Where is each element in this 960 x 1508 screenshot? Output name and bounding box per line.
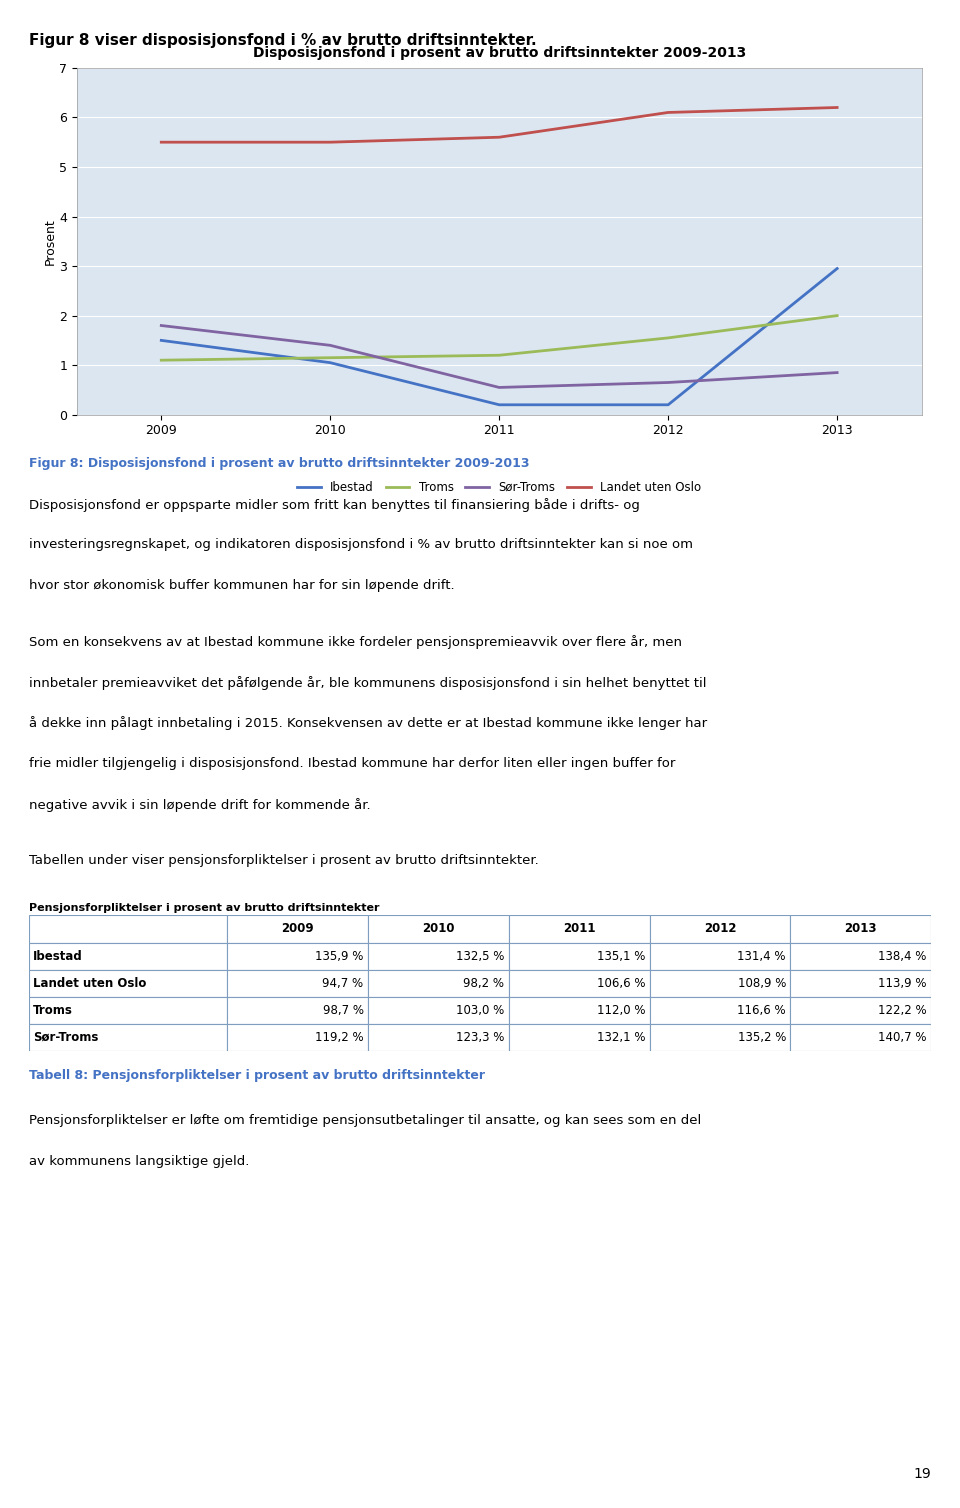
Text: Som en konsekvens av at Ibestad kommune ikke fordeler pensjonspremieavvik over f: Som en konsekvens av at Ibestad kommune … [29, 635, 682, 648]
Text: Troms: Troms [34, 1004, 73, 1016]
Text: 116,6 %: 116,6 % [737, 1004, 786, 1016]
FancyBboxPatch shape [228, 915, 368, 942]
FancyBboxPatch shape [368, 970, 509, 997]
Text: Sør-Troms: Sør-Troms [34, 1031, 99, 1044]
Text: 132,1 %: 132,1 % [596, 1031, 645, 1044]
Text: 135,9 %: 135,9 % [315, 950, 364, 962]
Text: 132,5 %: 132,5 % [456, 950, 504, 962]
Text: 2011: 2011 [563, 923, 595, 935]
FancyBboxPatch shape [790, 970, 931, 997]
Text: 112,0 %: 112,0 % [596, 1004, 645, 1016]
Text: 113,9 %: 113,9 % [878, 977, 926, 989]
Text: 106,6 %: 106,6 % [596, 977, 645, 989]
Text: investeringsregnskapet, og indikatoren disposisjonsfond i % av brutto driftsinnt: investeringsregnskapet, og indikatoren d… [29, 538, 693, 552]
FancyBboxPatch shape [650, 915, 790, 942]
Text: å dekke inn pålagt innbetaling i 2015. Konsekvensen av dette er at Ibestad kommu: å dekke inn pålagt innbetaling i 2015. K… [29, 716, 707, 730]
Text: 2010: 2010 [422, 923, 455, 935]
FancyBboxPatch shape [790, 1024, 931, 1051]
Text: Ibestad: Ibestad [34, 950, 84, 962]
FancyBboxPatch shape [790, 942, 931, 970]
Text: 2013: 2013 [845, 923, 877, 935]
FancyBboxPatch shape [29, 915, 228, 942]
Text: 98,7 %: 98,7 % [323, 1004, 364, 1016]
Text: Figur 8 viser disposisjonsfond i % av brutto driftsinntekter.: Figur 8 viser disposisjonsfond i % av br… [29, 33, 537, 48]
Text: 2009: 2009 [281, 923, 314, 935]
Text: Tabellen under viser pensjonsforpliktelser i prosent av brutto driftsinntekter.: Tabellen under viser pensjonsforpliktels… [29, 854, 539, 867]
Text: 119,2 %: 119,2 % [315, 1031, 364, 1044]
Text: 135,1 %: 135,1 % [597, 950, 645, 962]
Text: innbetaler premieavviket det påfølgende år, ble kommunens disposisjonsfond i sin: innbetaler premieavviket det påfølgende … [29, 676, 707, 689]
FancyBboxPatch shape [228, 1024, 368, 1051]
Text: Figur 8: Disposisjonsfond i prosent av brutto driftsinntekter 2009-2013: Figur 8: Disposisjonsfond i prosent av b… [29, 457, 529, 470]
FancyBboxPatch shape [790, 997, 931, 1024]
FancyBboxPatch shape [650, 997, 790, 1024]
Text: av kommunens langsiktige gjeld.: av kommunens langsiktige gjeld. [29, 1155, 250, 1169]
FancyBboxPatch shape [509, 1024, 650, 1051]
FancyBboxPatch shape [29, 970, 228, 997]
FancyBboxPatch shape [790, 915, 931, 942]
FancyBboxPatch shape [368, 1024, 509, 1051]
FancyBboxPatch shape [509, 942, 650, 970]
Text: Tabell 8: Pensjonsforpliktelser i prosent av brutto driftsinntekter: Tabell 8: Pensjonsforpliktelser i prosen… [29, 1069, 485, 1083]
Text: Pensjonsforpliktelser er løfte om fremtidige pensjonsutbetalinger til ansatte, o: Pensjonsforpliktelser er løfte om fremti… [29, 1114, 701, 1128]
Text: hvor stor økonomisk buffer kommunen har for sin løpende drift.: hvor stor økonomisk buffer kommunen har … [29, 579, 454, 593]
Text: 19: 19 [914, 1467, 931, 1481]
FancyBboxPatch shape [29, 942, 228, 970]
FancyBboxPatch shape [368, 942, 509, 970]
FancyBboxPatch shape [368, 997, 509, 1024]
Text: negative avvik i sin løpende drift for kommende år.: negative avvik i sin løpende drift for k… [29, 798, 371, 811]
FancyBboxPatch shape [368, 915, 509, 942]
Text: 131,4 %: 131,4 % [737, 950, 786, 962]
FancyBboxPatch shape [228, 942, 368, 970]
Text: Pensjonsforpliktelser i prosent av brutto driftsinntekter: Pensjonsforpliktelser i prosent av brutt… [29, 903, 379, 914]
FancyBboxPatch shape [650, 942, 790, 970]
FancyBboxPatch shape [509, 970, 650, 997]
Text: 140,7 %: 140,7 % [878, 1031, 926, 1044]
FancyBboxPatch shape [228, 997, 368, 1024]
FancyBboxPatch shape [650, 1024, 790, 1051]
Text: 138,4 %: 138,4 % [878, 950, 926, 962]
Text: Landet uten Oslo: Landet uten Oslo [34, 977, 147, 989]
Text: 108,9 %: 108,9 % [737, 977, 786, 989]
Text: 98,2 %: 98,2 % [464, 977, 504, 989]
Text: Disposisjonsfond er oppsparte midler som fritt kan benyttes til finansiering båd: Disposisjonsfond er oppsparte midler som… [29, 498, 639, 511]
FancyBboxPatch shape [29, 1024, 228, 1051]
Text: 122,2 %: 122,2 % [878, 1004, 926, 1016]
FancyBboxPatch shape [509, 997, 650, 1024]
FancyBboxPatch shape [228, 970, 368, 997]
FancyBboxPatch shape [509, 915, 650, 942]
Text: frie midler tilgjengelig i disposisjonsfond. Ibestad kommune har derfor liten el: frie midler tilgjengelig i disposisjonsf… [29, 757, 675, 771]
Title: Disposisjonsfond i prosent av brutto driftsinntekter 2009-2013: Disposisjonsfond i prosent av brutto dri… [252, 45, 746, 60]
Text: 135,2 %: 135,2 % [737, 1031, 786, 1044]
Text: 103,0 %: 103,0 % [456, 1004, 504, 1016]
Legend: Ibestad, Troms, Sør-Troms, Landet uten Oslo: Ibestad, Troms, Sør-Troms, Landet uten O… [292, 477, 707, 499]
Text: 123,3 %: 123,3 % [456, 1031, 504, 1044]
Text: 2012: 2012 [704, 923, 736, 935]
Y-axis label: Prosent: Prosent [43, 217, 57, 265]
Text: 94,7 %: 94,7 % [323, 977, 364, 989]
FancyBboxPatch shape [29, 997, 228, 1024]
FancyBboxPatch shape [650, 970, 790, 997]
